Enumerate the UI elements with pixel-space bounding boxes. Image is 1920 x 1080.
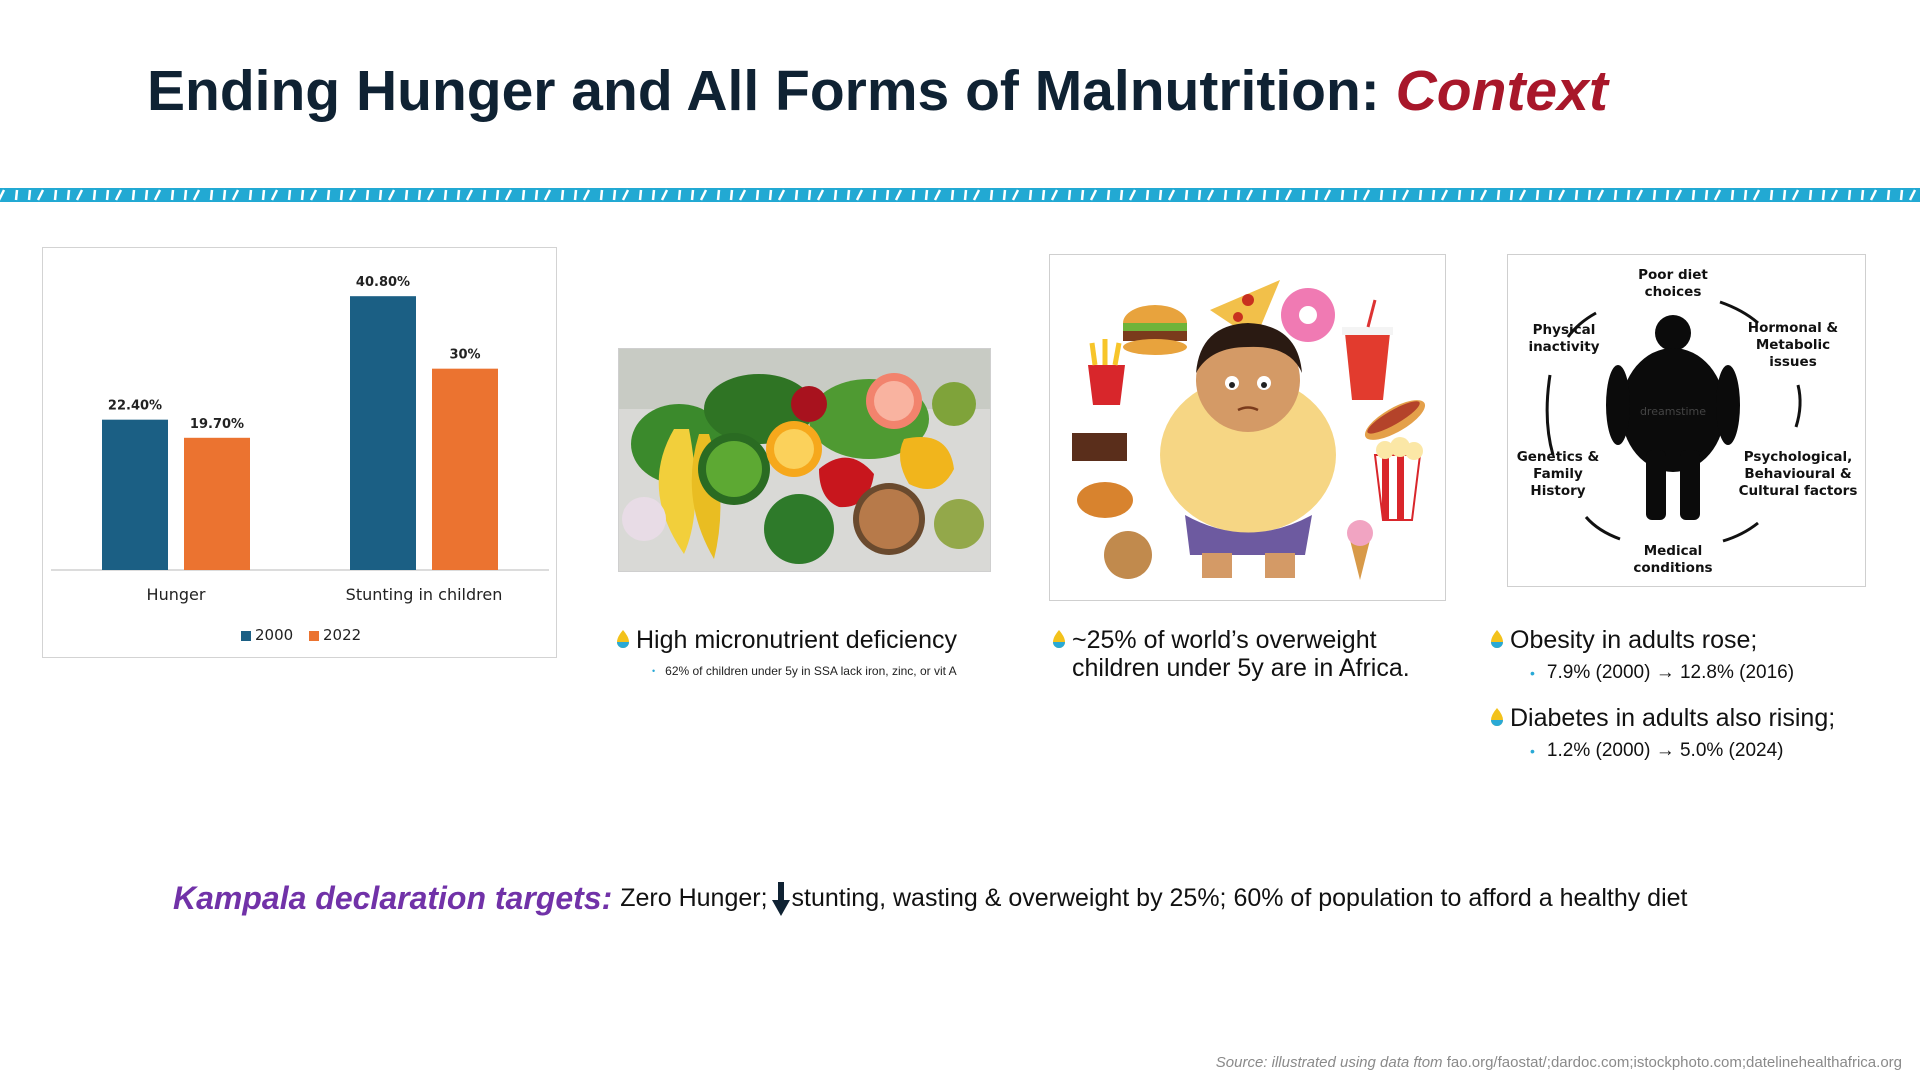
micronutrient-detail: 62% of children under 5y in SSA lack iro… bbox=[665, 664, 957, 678]
legend-swatch-2000 bbox=[241, 631, 251, 641]
slide-title-main: Ending Hunger and All Forms of Malnutrit… bbox=[147, 59, 1380, 123]
diagram-label-top-left: Physical inactivity bbox=[1528, 322, 1599, 355]
yellow-blue-drop-bullet-icon bbox=[1491, 708, 1503, 726]
decorative-pattern-band bbox=[0, 188, 1920, 202]
sub-bullet-dot-icon: • bbox=[652, 666, 656, 676]
diagram-label-top-right: Hormonal & Metabolic issues bbox=[1748, 320, 1839, 370]
micronutrient-detail-item: • 62% of children under 5y in SSA lack i… bbox=[652, 664, 962, 679]
diagram-label-top: Poor diet choices bbox=[1638, 267, 1708, 300]
source-label: Source: illustrated using data ftom bbox=[1215, 1054, 1443, 1071]
kampala-text-after-arrow: stunting, wasting & overweight by 25%; 6… bbox=[791, 884, 1688, 912]
diagram-watermark: dreamstime bbox=[1640, 405, 1706, 418]
overweight-child-illustration bbox=[1049, 254, 1446, 601]
kampala-declaration-line: Kampala declaration targets: Zero Hunger… bbox=[173, 880, 1688, 917]
kampala-label: Kampala declaration targets: bbox=[173, 880, 613, 916]
yellow-blue-drop-bullet-icon bbox=[1491, 630, 1503, 648]
legend-label-2000: 2000 bbox=[255, 626, 293, 644]
slide-title: Ending Hunger and All Forms of Malnutrit… bbox=[147, 58, 1608, 124]
micronutrient-block: High micronutrient deficiency • 62% of c… bbox=[616, 626, 996, 679]
obesity-detail: 7.9% (2000) → 12.8% (2016) bbox=[1546, 662, 1795, 683]
overweight-heading: ~25% of world’s overweight children unde… bbox=[1072, 626, 1410, 682]
down-arrow-icon bbox=[771, 881, 790, 916]
kampala-text-before-arrow: Zero Hunger; bbox=[620, 884, 768, 912]
diabetes-bullet: Diabetes in adults also rising; bbox=[1490, 704, 1910, 732]
diabetes-detail: 1.2% (2000) → 5.0% (2024) bbox=[1546, 740, 1784, 761]
category-label-hunger: Hunger bbox=[147, 585, 206, 604]
data-label-hunger-2000: 22.40% bbox=[108, 399, 162, 414]
diagram-label-bottom: Medical conditions bbox=[1633, 543, 1712, 576]
micronutrient-heading: High micronutrient deficiency bbox=[636, 626, 957, 654]
legend-label-2022: 2022 bbox=[323, 626, 361, 644]
obesity-detail-item: • 7.9% (2000) → 12.8% (2016) bbox=[1530, 662, 1910, 684]
micronutrient-bullet: High micronutrient deficiency bbox=[616, 626, 996, 654]
sub-bullet-dot-icon: • bbox=[1530, 665, 1535, 681]
diabetes-heading: Diabetes in adults also rising; bbox=[1510, 704, 1836, 732]
diagram-label-right: Psychological, Behavioural & Cultural fact… bbox=[1739, 449, 1858, 499]
yellow-blue-drop-bullet-icon bbox=[1053, 630, 1065, 648]
diabetes-detail-item: • 1.2% (2000) → 5.0% (2024) bbox=[1530, 740, 1910, 762]
bar-hunger-2022 bbox=[184, 437, 250, 570]
obesity-bullet: Obesity in adults rose; bbox=[1490, 626, 1910, 654]
bar-chart: 22.40% 19.70% Hunger 40.80% 30% Stunting in c… bbox=[51, 275, 549, 644]
source-footnote: Source: illustrated using data ftom fao.… bbox=[1216, 1054, 1902, 1071]
data-label-hunger-2022: 19.70% bbox=[190, 417, 244, 432]
data-label-stunting-in-children-2022: 30% bbox=[449, 348, 480, 363]
overweight-bullet: ~25% of world’s overweight children unde… bbox=[1052, 626, 1452, 682]
obesity-heading: Obesity in adults rose; bbox=[1510, 626, 1758, 654]
diagram-label-left: Genetics & Family History bbox=[1517, 449, 1600, 499]
adult-stats-block: Obesity in adults rose; • 7.9% (2000) → … bbox=[1490, 626, 1910, 762]
sub-bullet-dot-icon: • bbox=[1530, 743, 1535, 759]
bar-stunting-in-children-2022 bbox=[432, 368, 498, 570]
yellow-blue-drop-bullet-icon bbox=[617, 630, 629, 648]
data-label-stunting-in-children-2000: 40.80% bbox=[356, 275, 410, 290]
bar-hunger-2000 bbox=[102, 419, 168, 570]
bar-chart-panel: 22.40% 19.70% Hunger 40.80% 30% Stunting in c… bbox=[42, 247, 557, 658]
source-links: fao.org/faostat/;dardoc.com;istockphoto.… bbox=[1446, 1054, 1902, 1071]
category-label-stunting-in-children: Stunting in children bbox=[346, 585, 503, 604]
slide-title-accent: Context bbox=[1395, 59, 1608, 123]
legend-swatch-2022 bbox=[309, 631, 319, 641]
obesity-factors-diagram: dreamstime Poor diet choices Physical inac… bbox=[1507, 254, 1866, 587]
bar-stunting-in-children-2000 bbox=[350, 296, 416, 570]
overweight-children-block: ~25% of world’s overweight children unde… bbox=[1052, 626, 1452, 682]
vegetables-image bbox=[618, 348, 991, 572]
